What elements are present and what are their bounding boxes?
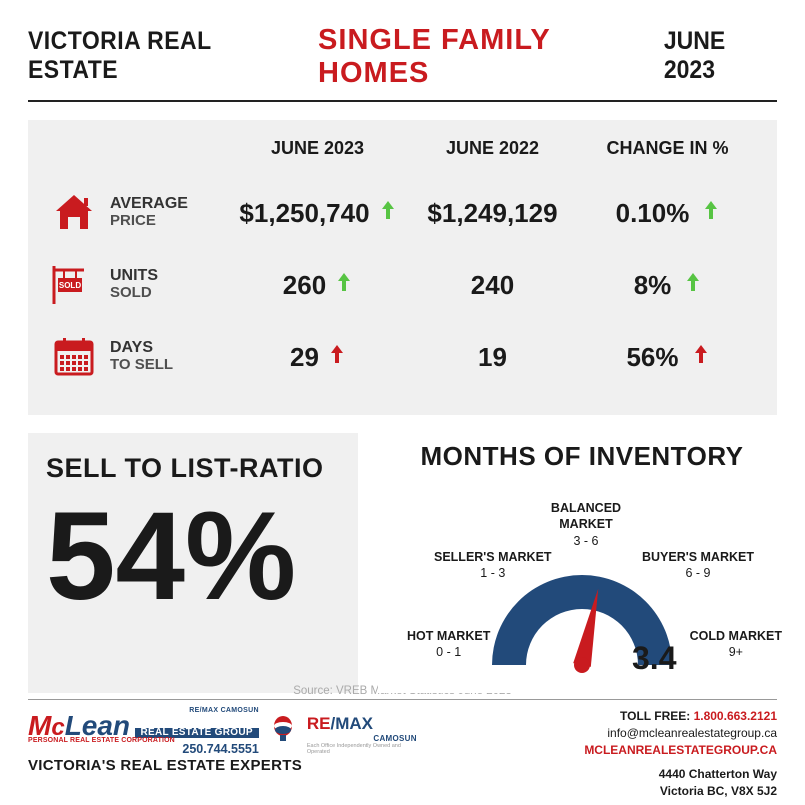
value-change: 56% (580, 342, 755, 373)
footer-tagline: VICTORIA'S REAL ESTATE EXPERTS (28, 757, 417, 774)
ratio-value: 54% (46, 494, 340, 619)
gauge-value: 3.4 (632, 640, 676, 677)
row-label: UNITSSOLD (110, 268, 230, 302)
col-change: CHANGE IN % (580, 138, 755, 159)
col-june-2022: JUNE 2022 (405, 138, 580, 159)
header-center: SINGLE FAMILY HOMES (318, 24, 654, 90)
row-label: DAYSTO SELL (110, 340, 230, 374)
value-prior: 240 (405, 270, 580, 301)
arrow-up-icon (329, 343, 345, 371)
footer: RE/MAX CAMOSUN McLean REAL ESTATE GROUP … (28, 699, 777, 800)
mclean-logo: RE/MAX CAMOSUN McLean REAL ESTATE GROUP … (28, 708, 259, 755)
stats-header-row: JUNE 2023 JUNE 2022 CHANGE IN % (50, 138, 755, 159)
arrow-up-icon (685, 271, 701, 299)
arrow-up-icon (703, 199, 719, 227)
value-current: $1,250,740 (230, 198, 405, 229)
value-current: 29 (230, 342, 405, 373)
stats-row-sold: SOLD UNITSSOLD2602408% (50, 249, 755, 321)
contact-site: MCLEANREALESTATEGROUP.CA (584, 742, 777, 759)
gauge-label: SELLER'S MARKET1 - 3 (434, 549, 552, 582)
inventory-gauge-panel: MONTHS OF INVENTORY HOT MARKET0 - 1 SELLE… (378, 433, 786, 693)
value-prior: 19 (405, 342, 580, 373)
contact-email: info@mcleanrealestategroup.ca (584, 725, 777, 742)
header-right: JUNE 2023 (664, 27, 777, 85)
gauge-title: MONTHS OF INVENTORY (382, 441, 782, 472)
gauge-label: HOT MARKET0 - 1 (407, 628, 490, 661)
header: VICTORIA REAL ESTATE SINGLE FAMILY HOMES… (28, 24, 777, 102)
calendar-icon (50, 333, 98, 381)
value-current: 260 (230, 270, 405, 301)
stats-row-house: AVERAGEPRICE$1,250,740$1,249,1290.10% (50, 177, 755, 249)
value-change: 0.10% (580, 198, 755, 229)
col-june-2023: JUNE 2023 (230, 138, 405, 159)
remax-text: RE/MAX CAMOSUN (307, 714, 417, 743)
remax-logo (269, 716, 297, 755)
sell-to-list-ratio-panel: SELL TO LIST-RATIO 54% (28, 433, 358, 693)
arrow-up-icon (380, 199, 396, 227)
value-prior: $1,249,129 (405, 198, 580, 229)
remax-tagline: Each Office Independently Owned and Oper… (307, 743, 417, 755)
sold-icon: SOLD (50, 261, 98, 309)
house-icon (50, 189, 98, 237)
stats-panel: JUNE 2023 JUNE 2022 CHANGE IN % AVERAGEP… (28, 120, 777, 415)
balloon-icon (269, 716, 297, 750)
arrow-up-icon (693, 343, 709, 371)
ratio-title: SELL TO LIST-RATIO (46, 453, 340, 484)
gauge-label: BUYER'S MARKET6 - 9 (642, 549, 754, 582)
arrow-up-icon (336, 271, 352, 299)
stats-row-calendar: DAYSTO SELL291956% (50, 321, 755, 393)
footer-contact: TOLL FREE: 1.800.663.2121 info@mcleanrea… (584, 708, 777, 800)
value-change: 8% (580, 270, 755, 301)
gauge-label: COLD MARKET9+ (690, 628, 782, 661)
gauge-label: BALANCED MARKET3 - 6 (536, 500, 636, 549)
svg-text:SOLD: SOLD (59, 281, 81, 290)
header-left: VICTORIA REAL ESTATE (28, 27, 295, 85)
row-label: AVERAGEPRICE (110, 196, 230, 230)
